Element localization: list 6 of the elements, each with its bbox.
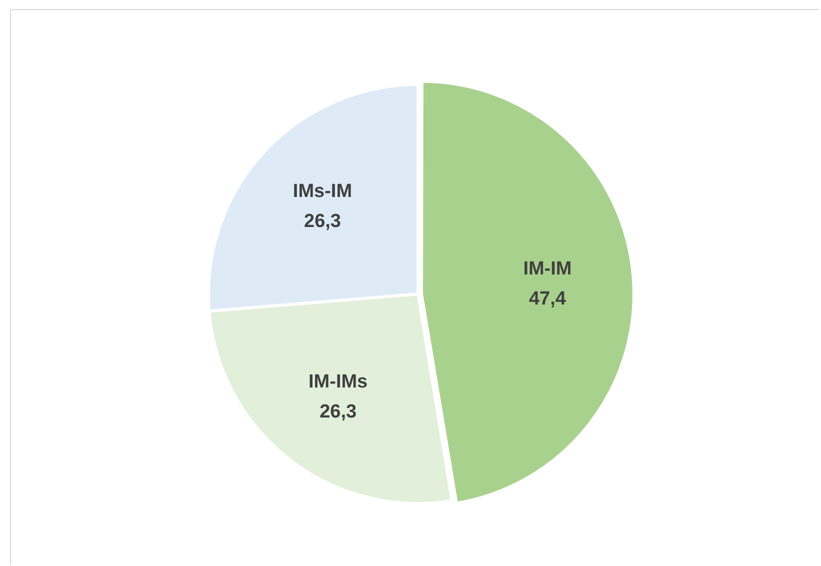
data-label: 26,3 xyxy=(320,402,357,423)
slice-label: IMs-IM xyxy=(292,181,352,202)
data-label: 47,4 xyxy=(528,288,566,310)
slice-label: IM-IMs xyxy=(308,372,368,393)
slice-label: IM-IM xyxy=(523,258,572,280)
data-label: 26,3 xyxy=(304,211,341,232)
